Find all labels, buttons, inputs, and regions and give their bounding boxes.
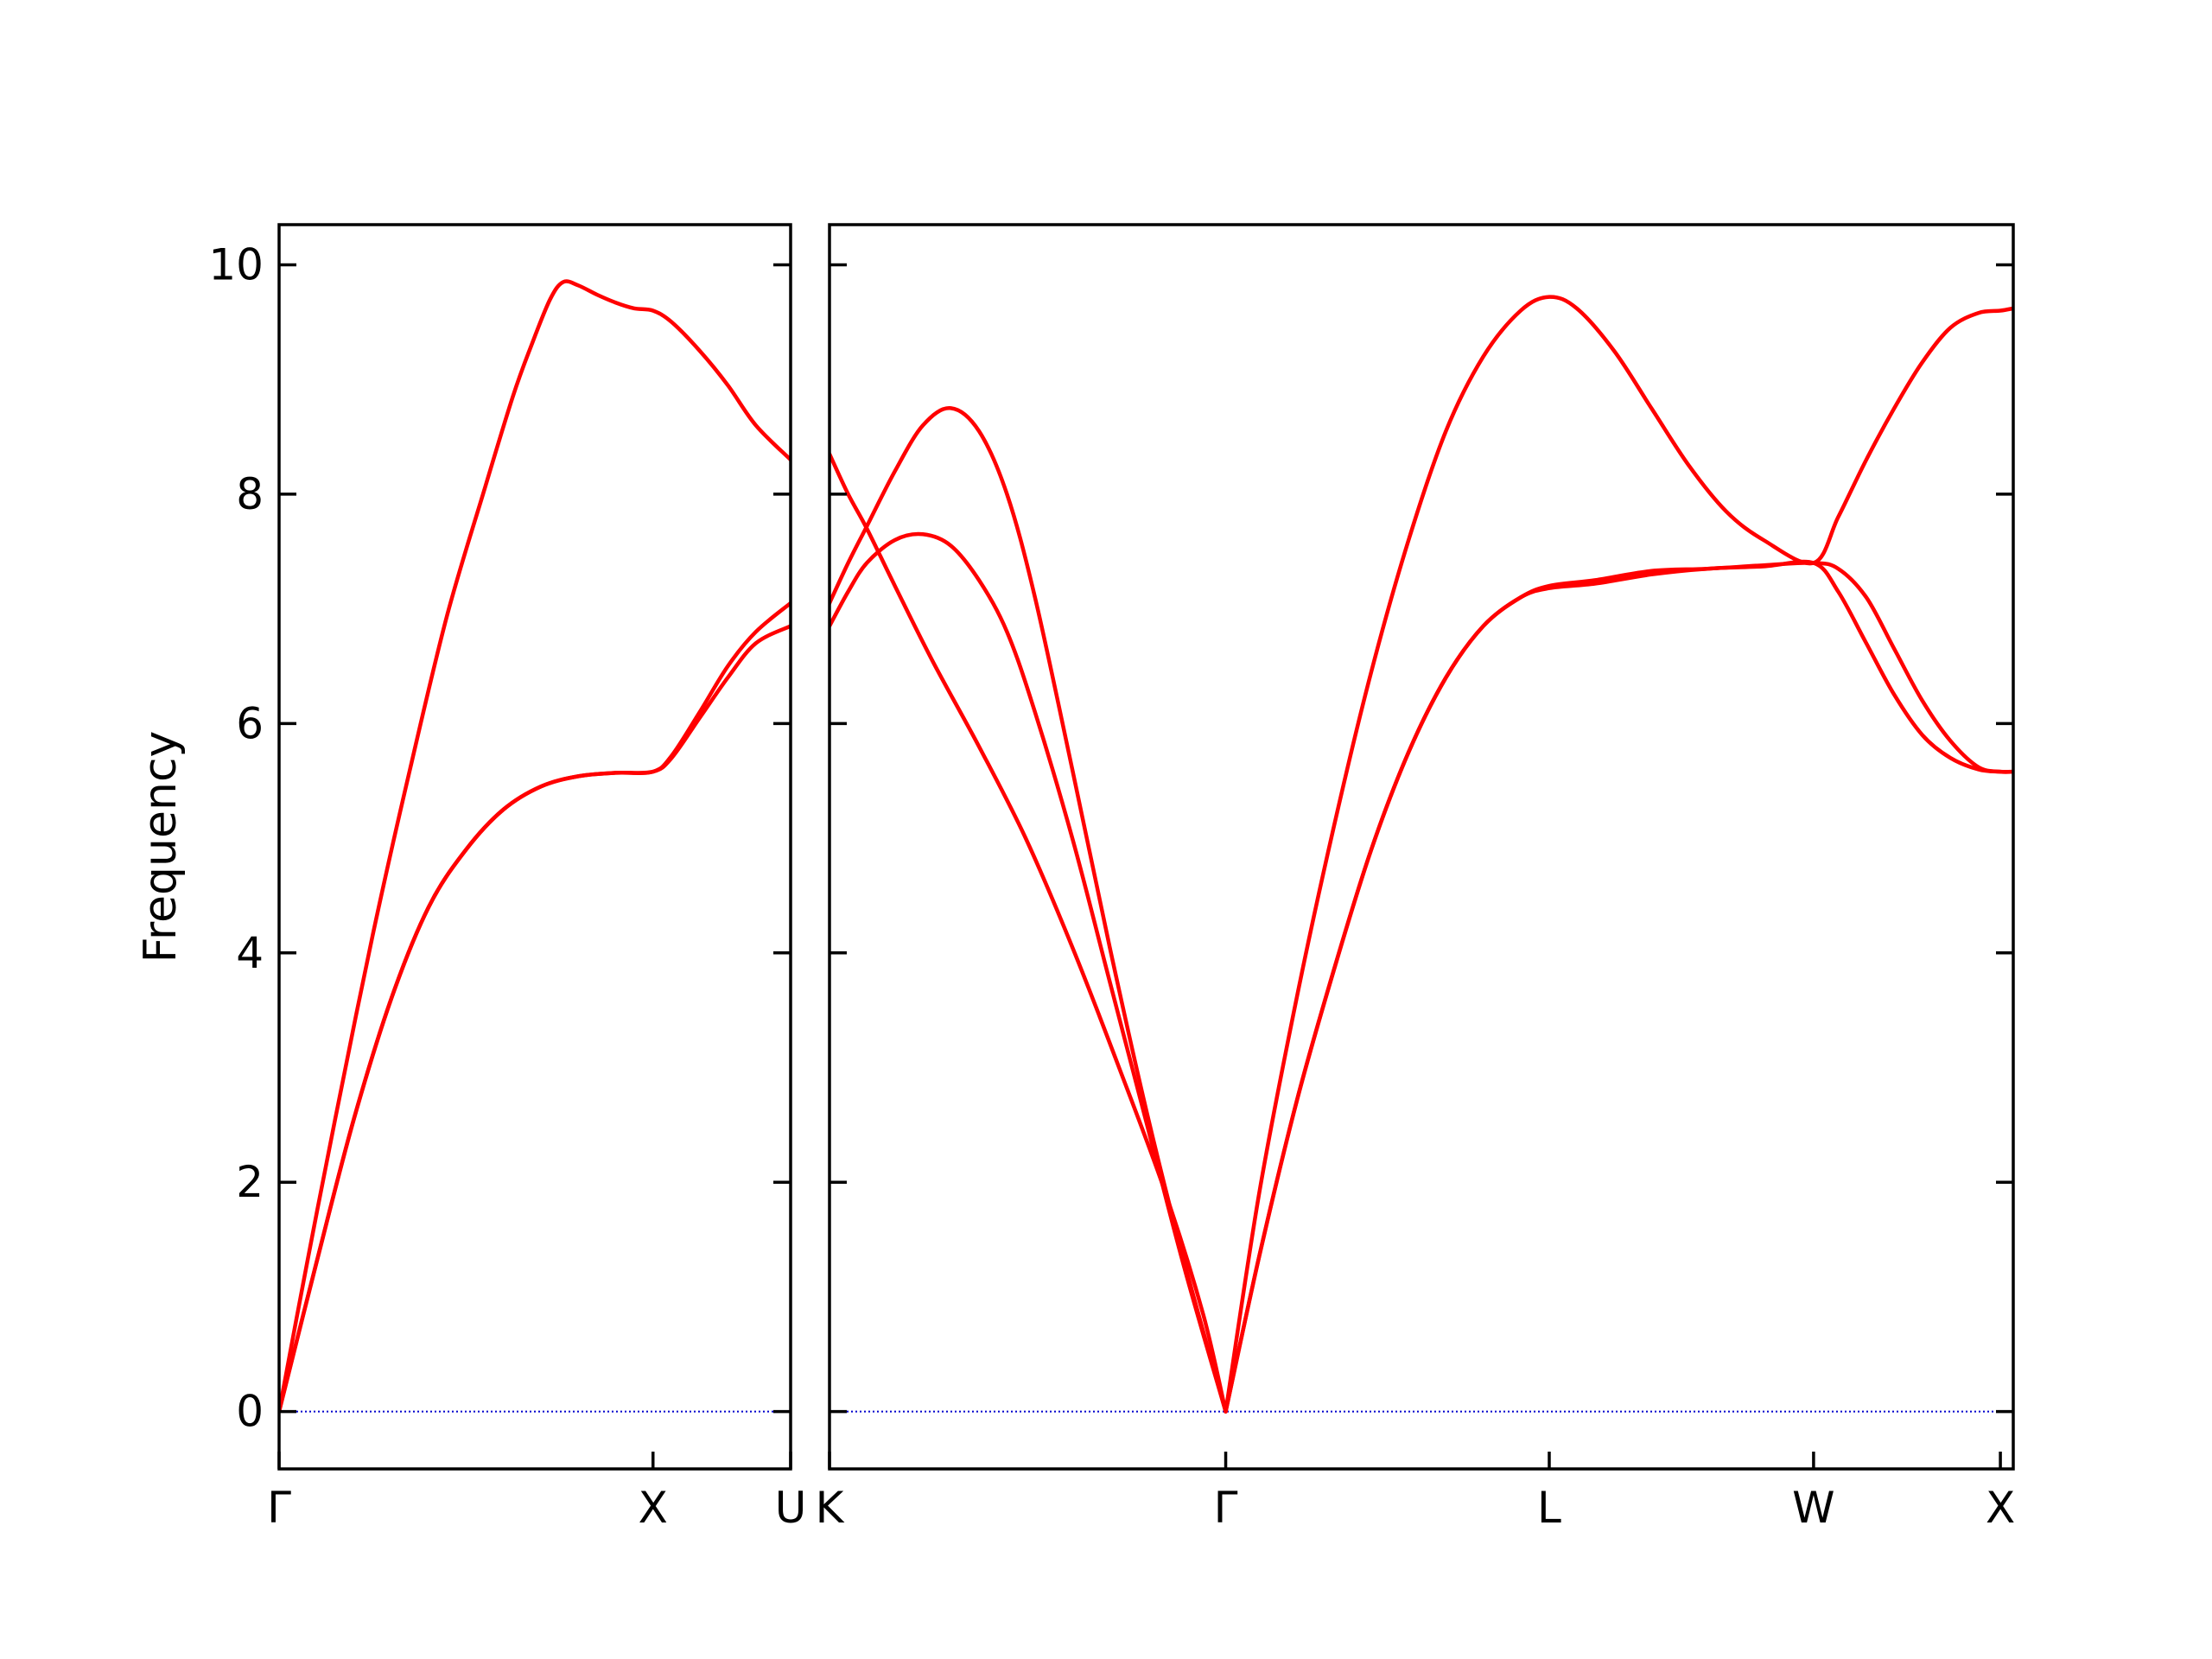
band-line-right-5 — [1224, 561, 2013, 1414]
band-line-right-3 — [830, 406, 1228, 1414]
y-tick-label: 0 — [236, 1387, 264, 1437]
x-tick-label-X: X — [1986, 1483, 2015, 1533]
x-tick-label-K: K — [816, 1483, 845, 1533]
x-tick-label-W: W — [1792, 1483, 1834, 1533]
band-line-right-6 — [1224, 295, 2013, 1414]
band-line-right-2 — [830, 531, 1228, 1414]
x-tick-label-X: X — [639, 1483, 668, 1533]
left-panel: 0 2 4 6 8 10 Γ X U — [208, 223, 807, 1533]
x-tick-label-L: L — [1537, 1483, 1561, 1533]
y-tick-label: 4 — [236, 928, 264, 978]
y-tick-label: 8 — [236, 469, 264, 519]
y-tick-label: 10 — [208, 239, 264, 289]
y-tick-label: 6 — [236, 698, 264, 748]
x-tick-label-Γ: Γ — [267, 1483, 291, 1533]
y-tick-label: 2 — [236, 1157, 264, 1207]
plot-frame — [828, 223, 2015, 1471]
y-axis-label: Frequency — [135, 731, 187, 963]
band-line-right-1 — [830, 452, 1228, 1414]
band-line-left-3 — [279, 601, 791, 1414]
x-tick-label-Γ: Γ — [1214, 1483, 1238, 1533]
band-line-right-4 — [1224, 559, 2013, 1414]
plot-frame — [277, 223, 792, 1471]
band-line-left-1 — [279, 279, 791, 1414]
x-tick-label-U: U — [775, 1483, 807, 1533]
